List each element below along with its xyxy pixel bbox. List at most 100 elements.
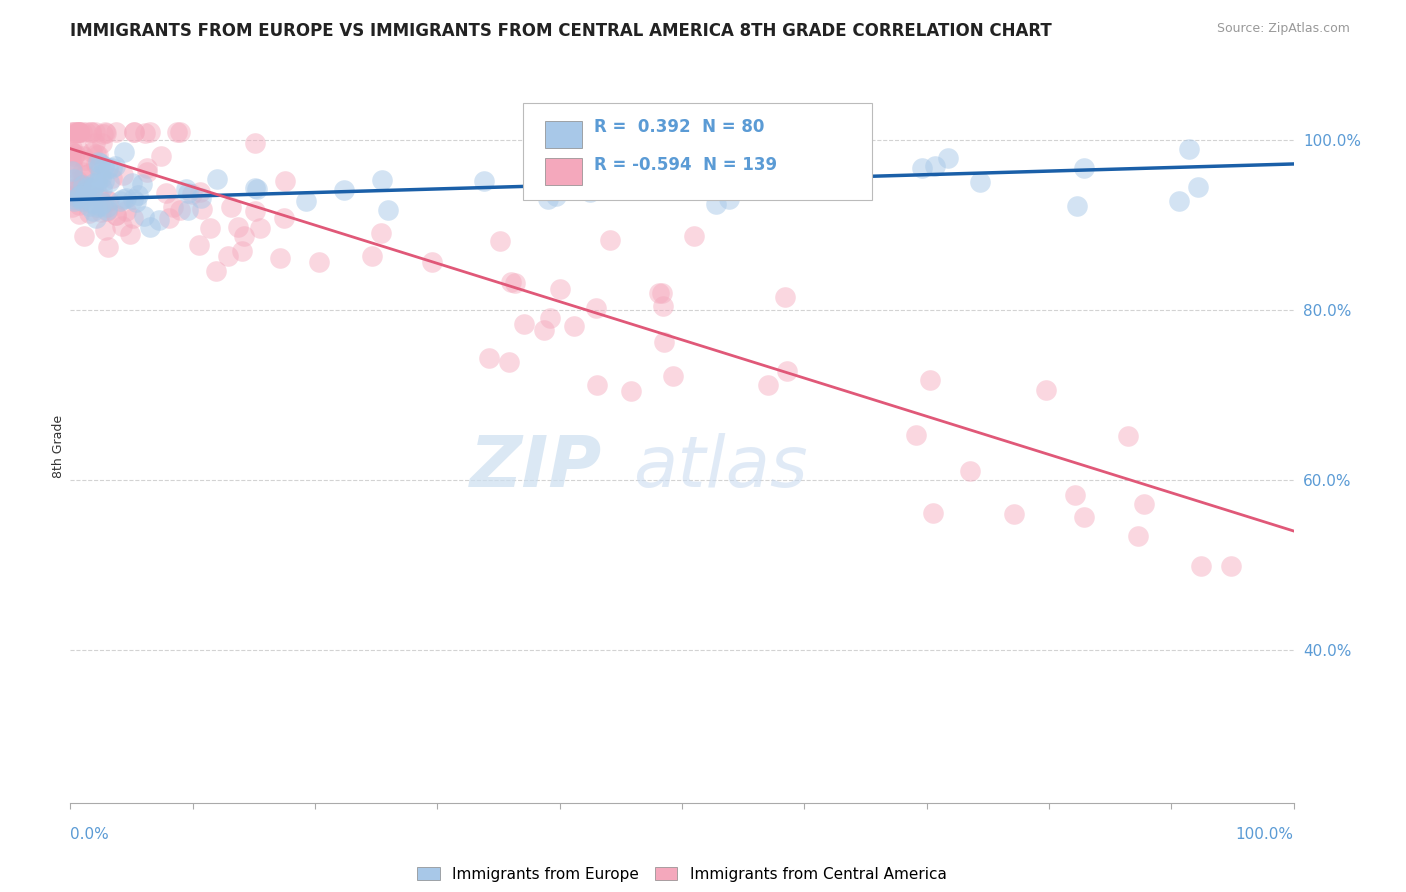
Legend: Immigrants from Europe, Immigrants from Central America: Immigrants from Europe, Immigrants from … [411,861,953,888]
Point [127,187,149,202]
Point [294,194,316,208]
Point [1002,507,1025,521]
Text: ZIP: ZIP [470,433,602,502]
Point [60,200,83,214]
Point [422,255,444,269]
Point [63,194,86,208]
Point [273,211,295,226]
Point [911,161,934,176]
Point [87,189,110,203]
Point [122,211,145,226]
Point [104,159,127,173]
Point [585,301,607,315]
Point [91,196,114,211]
Point [83,136,105,151]
Point [177,202,200,217]
Point [579,185,602,199]
Point [1073,161,1095,175]
Point [89,168,111,182]
Point [86,155,108,169]
Bar [546,158,582,185]
Point [73,189,96,203]
Point [60,160,83,174]
Point [90,136,112,151]
Point [89,155,111,169]
Point [1116,429,1139,443]
Point [190,191,212,205]
Point [538,310,561,325]
Point [90,205,112,219]
Point [533,323,555,337]
Point [188,186,211,200]
Point [232,228,254,243]
Point [67,207,90,221]
Point [62,171,84,186]
Point [620,384,643,398]
Point [67,125,90,139]
Point [112,145,135,159]
Point [513,317,536,331]
Point [228,219,250,234]
Point [472,174,495,188]
Point [94,125,117,139]
Point [155,186,177,201]
Text: atlas: atlas [633,433,807,502]
Point [112,168,135,182]
Point [90,171,112,186]
Point [87,160,110,174]
Point [83,176,105,190]
Point [904,428,927,442]
Point [139,125,162,139]
Point [661,369,683,384]
FancyBboxPatch shape [523,103,872,200]
Point [94,126,117,140]
Point [60,145,83,160]
Point [60,125,83,139]
Point [217,248,239,262]
Point [548,282,571,296]
Point [84,146,107,161]
Point [98,175,121,189]
Point [70,192,93,206]
Point [651,286,673,301]
Point [77,187,100,202]
Point [219,200,242,214]
Point [84,157,107,171]
Point [499,275,522,289]
Point [101,171,124,186]
Point [63,188,86,202]
Point [80,125,103,139]
Point [97,161,120,175]
Point [544,183,567,197]
Point [86,176,108,190]
Point [537,192,560,206]
Point [1133,497,1156,511]
Point [503,277,526,291]
Point [60,156,83,170]
Point [1178,142,1201,156]
Point [93,160,115,174]
Point [98,194,121,209]
Point [377,203,399,218]
Point [169,203,191,218]
Point [157,211,180,225]
Point [67,198,90,212]
Point [62,125,84,139]
Point [66,125,89,139]
Point [73,153,96,167]
Point [66,125,89,139]
Point [333,183,356,197]
Point [1167,194,1189,209]
Point [1064,488,1087,502]
Point [115,203,138,218]
Point [66,189,89,203]
Point [72,178,94,192]
Point [122,192,145,206]
Point [60,141,83,155]
Point [134,209,156,223]
Point [131,178,153,192]
Point [121,176,143,190]
Point [111,193,134,207]
Point [67,125,90,139]
Point [76,180,98,194]
